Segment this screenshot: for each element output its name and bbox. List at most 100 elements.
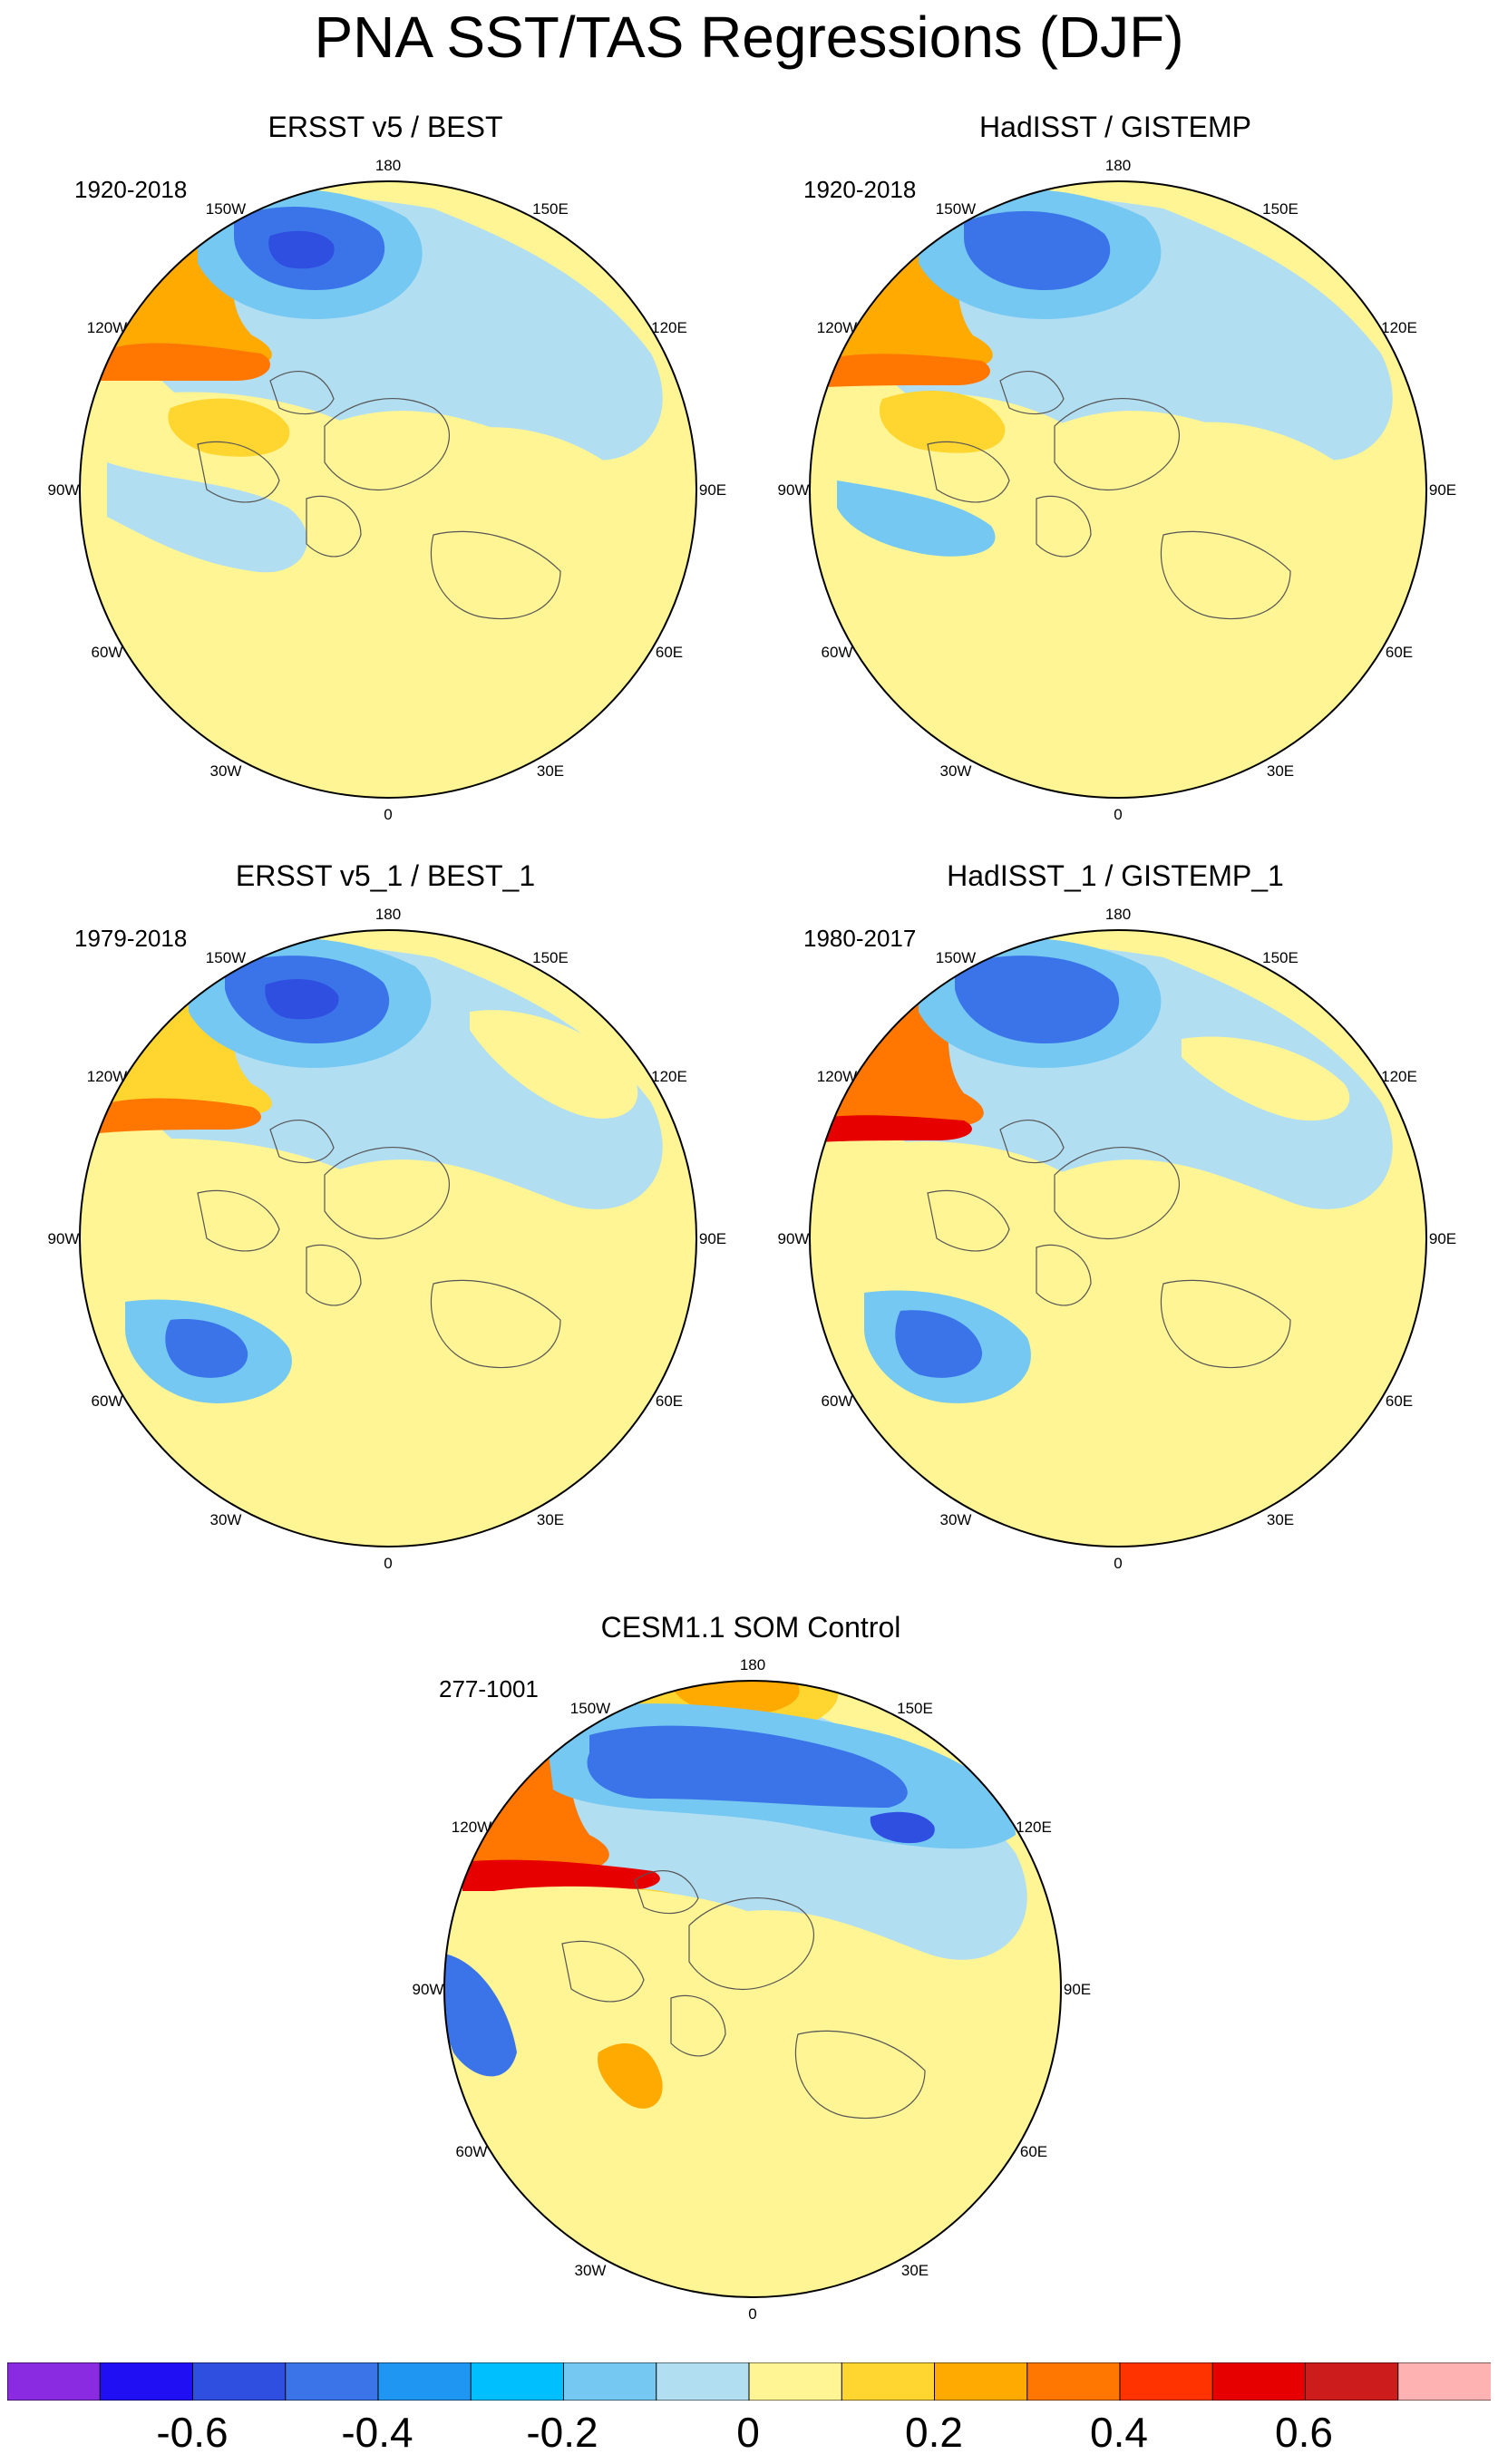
polar-map-panel-5: 180 150E 120E 90E 60E 30E 0 30W 60W 90W 120W 150W bbox=[413, 1656, 1092, 2323]
longitude-label: 90E bbox=[699, 1230, 726, 1247]
colorbar-swatch bbox=[934, 2362, 1028, 2401]
colorbar-swatch bbox=[563, 2362, 657, 2401]
anomaly-region bbox=[452, 1886, 792, 2130]
longitude-label: 60E bbox=[1020, 2143, 1047, 2160]
anomaly-region bbox=[817, 393, 1112, 739]
map-boundary bbox=[79, 180, 697, 799]
longitude-label: 120W bbox=[87, 1068, 127, 1085]
coastline bbox=[1160, 1279, 1291, 1369]
longitude-label: 120E bbox=[651, 1068, 687, 1085]
coastline bbox=[306, 1244, 362, 1306]
map-field bbox=[810, 930, 1426, 1547]
colorbar-swatch bbox=[1211, 2362, 1307, 2401]
colorbar-swatch bbox=[285, 2362, 379, 2401]
longitude-label: 150E bbox=[532, 949, 569, 966]
map-boundary bbox=[443, 1680, 1062, 2298]
longitude-label: 90W bbox=[778, 1230, 810, 1247]
longitude-label: 30E bbox=[537, 762, 564, 780]
map-boundary bbox=[809, 929, 1427, 1547]
anomaly-region bbox=[165, 1319, 248, 1378]
colorbar-swatch bbox=[470, 2362, 565, 2401]
coastline bbox=[794, 2030, 926, 2120]
longitude-label: 90E bbox=[1429, 481, 1456, 499]
coastline bbox=[1054, 398, 1180, 490]
coastline bbox=[1036, 495, 1092, 558]
longitude-label: 30E bbox=[901, 2262, 929, 2279]
colorbar-label-0.2: 0.2 bbox=[905, 2409, 963, 2456]
longitude-label: 60E bbox=[1386, 1392, 1413, 1410]
coastline bbox=[430, 530, 561, 620]
anomaly-region bbox=[587, 1725, 908, 1808]
longitude-label: 0 bbox=[1114, 806, 1122, 823]
coastline bbox=[1160, 530, 1291, 620]
anomaly-region bbox=[870, 1811, 935, 1844]
longitude-label: 120W bbox=[817, 1068, 857, 1085]
longitude-label: 120E bbox=[1016, 1819, 1052, 1836]
anomaly-region bbox=[598, 2043, 663, 2109]
longitude-label: 90W bbox=[413, 1981, 444, 1998]
anomaly-region bbox=[964, 210, 1111, 290]
longitude-label: 30E bbox=[537, 1511, 564, 1528]
longitude-label: 120W bbox=[452, 1819, 491, 1836]
anomaly-region bbox=[372, 427, 673, 786]
anomaly-region bbox=[265, 978, 339, 1020]
colorbar-swatch bbox=[1119, 2362, 1214, 2401]
longitude-label: 120E bbox=[1381, 319, 1417, 336]
longitude-label: 60E bbox=[656, 644, 683, 661]
colorbar-swatch bbox=[377, 2362, 472, 2401]
colorbar-label-neg0.4: -0.4 bbox=[341, 2409, 413, 2456]
polar-map-panel-3: 180 150E 120E 90E 60E 30E 0 30W 60W 90W 120W 150W bbox=[48, 906, 727, 1572]
anomaly-region bbox=[89, 343, 270, 381]
anomaly-region bbox=[1122, 1193, 1403, 1525]
anomaly-region bbox=[444, 1953, 517, 2077]
longitude-label: 60E bbox=[1386, 644, 1413, 661]
longitude-label: 120W bbox=[87, 319, 127, 336]
anomaly-region bbox=[453, 1690, 609, 1876]
map-field bbox=[444, 1681, 1061, 2297]
panel-title-3: ERSST v5_1 / BEST_1 bbox=[235, 859, 536, 892]
longitude-label: 150W bbox=[206, 949, 246, 966]
longitude-label: 30W bbox=[210, 762, 242, 780]
coastline bbox=[927, 1189, 1010, 1252]
longitude-label: 150W bbox=[936, 200, 976, 218]
longitude-label: 30W bbox=[940, 1511, 972, 1528]
longitude-label: 150E bbox=[897, 1700, 933, 1717]
map-boundary bbox=[809, 180, 1427, 799]
coastline bbox=[999, 1120, 1065, 1164]
longitude-label: 60E bbox=[656, 1392, 683, 1410]
colorbar-label-0.4: 0.4 bbox=[1090, 2409, 1148, 2456]
longitude-label: 0 bbox=[748, 2305, 756, 2323]
coastline bbox=[634, 1870, 699, 1915]
longitude-label: 0 bbox=[384, 1555, 392, 1572]
coastline bbox=[197, 441, 280, 503]
anomaly-region bbox=[879, 391, 1006, 453]
coastline bbox=[269, 1120, 335, 1164]
longitude-label: 30W bbox=[210, 1511, 242, 1528]
map-boundary bbox=[79, 929, 697, 1547]
longitude-label: 150E bbox=[1262, 949, 1299, 966]
panel-title-2: HadISST / GISTEMP bbox=[979, 111, 1251, 143]
panel-period-5: 277-1001 bbox=[439, 1675, 539, 1702]
panel-period-2: 1920-2018 bbox=[803, 176, 917, 203]
longitude-label: 150W bbox=[570, 1700, 610, 1717]
panel-title-5: CESM1.1 SOM Control bbox=[600, 1611, 901, 1644]
polar-map-panel-2: 180 150E 120E 90E 60E 30E 0 30W 60W 90W 120W 150W bbox=[778, 157, 1457, 823]
anomaly-region bbox=[321, 1264, 533, 1450]
anomaly-region bbox=[837, 480, 996, 557]
longitude-label: 30E bbox=[1267, 1511, 1294, 1528]
map-field bbox=[810, 181, 1426, 798]
coastline bbox=[430, 1279, 561, 1369]
coastline bbox=[1036, 1244, 1092, 1306]
longitude-label: 150W bbox=[936, 949, 976, 966]
anomaly-region bbox=[462, 1859, 660, 1891]
colorbar-swatch bbox=[748, 2362, 843, 2401]
anomaly-region bbox=[268, 230, 335, 269]
panel-period-3: 1979-2018 bbox=[74, 925, 188, 952]
longitude-label: 0 bbox=[1114, 1555, 1122, 1572]
coastline bbox=[324, 1147, 450, 1239]
longitude-label: 120E bbox=[1381, 1068, 1417, 1085]
colorbar-label-0: 0 bbox=[736, 2409, 760, 2456]
longitude-label: 90E bbox=[699, 481, 726, 499]
longitude-label: 180 bbox=[1105, 906, 1131, 923]
colorbar-swatch bbox=[7, 2362, 102, 2401]
